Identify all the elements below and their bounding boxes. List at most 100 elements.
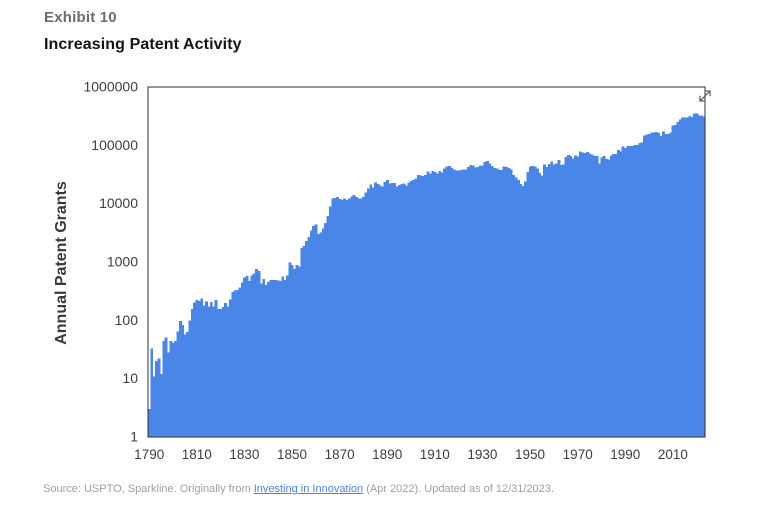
x-tick-label: 1870 xyxy=(325,447,355,462)
bar-year-1836 xyxy=(257,270,261,437)
x-tick-label: 1910 xyxy=(420,447,450,462)
bar-year-1946 xyxy=(519,183,523,437)
source-note-suffix: (Apr 2022). Updated as of 12/31/2023. xyxy=(363,483,554,495)
bar-year-2017 xyxy=(688,115,692,438)
bar-year-1952 xyxy=(533,166,537,437)
bar-year-1912 xyxy=(438,171,442,437)
bar-year-2009 xyxy=(669,132,673,438)
bar-year-1851 xyxy=(293,269,297,437)
bar-year-1894 xyxy=(395,186,399,437)
bar-year-1920 xyxy=(457,170,461,438)
bar-year-1908 xyxy=(428,173,432,437)
bar-year-1811 xyxy=(197,300,201,437)
bar-year-2000 xyxy=(647,133,651,437)
bar-year-1983 xyxy=(607,159,611,437)
bar-year-1892 xyxy=(390,182,394,437)
bar-year-2011 xyxy=(674,124,677,437)
bar-year-1951 xyxy=(531,165,535,437)
y-tick-label: 100000 xyxy=(91,137,138,153)
bar-year-1964 xyxy=(562,164,566,437)
x-tick-label: 2010 xyxy=(658,447,688,462)
bar-year-1949 xyxy=(526,171,530,437)
x-tick-label: 1970 xyxy=(563,447,593,462)
bar-year-1988 xyxy=(619,151,623,437)
bar-year-1806 xyxy=(186,332,189,437)
bar-year-1881 xyxy=(364,192,368,437)
y-axis-tick-labels: 1000000 100000 10000 1000 100 10 1 xyxy=(83,79,138,445)
bar-year-1900 xyxy=(409,180,413,437)
bar-year-1876 xyxy=(352,194,356,437)
bar-year-1797 xyxy=(164,337,168,437)
bar-year-1901 xyxy=(412,179,416,437)
bar-year-1991 xyxy=(626,146,630,438)
bar-year-1878 xyxy=(357,198,361,437)
bar-year-1950 xyxy=(528,166,532,437)
bar-year-1854 xyxy=(300,247,304,437)
bar-year-1832 xyxy=(247,280,251,437)
bar-year-1819 xyxy=(217,309,220,437)
bar-year-1938 xyxy=(500,169,504,437)
bar-year-2005 xyxy=(659,136,663,437)
bar-year-1814 xyxy=(205,301,208,437)
bar-year-1985 xyxy=(612,153,615,437)
bar-year-1867 xyxy=(331,198,335,437)
bar-year-1904 xyxy=(419,175,423,437)
bar-year-1974 xyxy=(585,152,589,437)
source-link[interactable]: Investing in Innovation xyxy=(253,483,364,495)
bar-year-1812 xyxy=(200,298,204,437)
bar-year-1842 xyxy=(271,280,275,437)
bar-year-1803 xyxy=(178,321,182,437)
bar-year-1827 xyxy=(236,290,239,437)
bar-year-1822 xyxy=(224,302,227,437)
bar-year-1897 xyxy=(402,183,406,437)
x-tick-label: 1950 xyxy=(515,447,545,462)
bar-year-1829 xyxy=(240,282,244,437)
bar-year-1824 xyxy=(228,299,232,437)
bar-year-1954 xyxy=(538,172,542,437)
bar-year-1804 xyxy=(181,324,185,437)
bar-year-1936 xyxy=(495,168,499,437)
bar-year-1960 xyxy=(552,164,556,437)
plot-frame xyxy=(147,86,706,438)
chart-title: Increasing Patent Activity xyxy=(44,36,242,53)
expand-icon[interactable] xyxy=(699,90,711,102)
bar-year-1916 xyxy=(447,166,451,437)
bar-year-1799 xyxy=(169,341,173,437)
bar-year-2013 xyxy=(678,119,682,437)
bar-year-1899 xyxy=(407,182,411,437)
bar-year-1808 xyxy=(190,308,194,437)
bar-year-1817 xyxy=(212,306,216,437)
x-tick-label: 1810 xyxy=(182,447,212,462)
y-tick-label: 10 xyxy=(122,370,138,386)
bar-year-1909 xyxy=(431,170,435,437)
bar-year-1895 xyxy=(397,185,401,437)
bar-year-1987 xyxy=(616,150,620,437)
bar-year-1887 xyxy=(378,185,382,437)
bar-year-1855 xyxy=(302,245,306,437)
bar-year-2016 xyxy=(685,117,689,437)
bar-year-1831 xyxy=(245,276,249,437)
bar-year-2020 xyxy=(695,113,699,437)
bar-year-1860 xyxy=(314,224,318,437)
bar-year-1891 xyxy=(388,183,392,437)
bar-year-1866 xyxy=(328,206,332,437)
bar-year-1929 xyxy=(478,165,482,437)
bar-year-1993 xyxy=(631,145,635,437)
bar-year-1975 xyxy=(588,153,592,437)
bar-year-1798 xyxy=(167,352,170,437)
bar-year-1935 xyxy=(493,168,496,437)
y-tick-label: 1000 xyxy=(107,254,138,270)
bar-year-1805 xyxy=(183,334,187,437)
bar-year-1976 xyxy=(590,154,594,438)
bar-year-1802 xyxy=(176,331,180,437)
bar-year-1838 xyxy=(262,278,266,437)
bar-year-1943 xyxy=(512,174,516,437)
bar-year-2006 xyxy=(662,131,665,437)
bar-year-1973 xyxy=(583,152,587,437)
bar-year-1944 xyxy=(514,177,518,437)
bar-year-1941 xyxy=(507,167,511,437)
bar-year-1922 xyxy=(462,169,466,437)
bar-year-1915 xyxy=(445,166,449,437)
bar-year-1907 xyxy=(426,171,430,437)
bar-year-1890 xyxy=(386,180,389,437)
